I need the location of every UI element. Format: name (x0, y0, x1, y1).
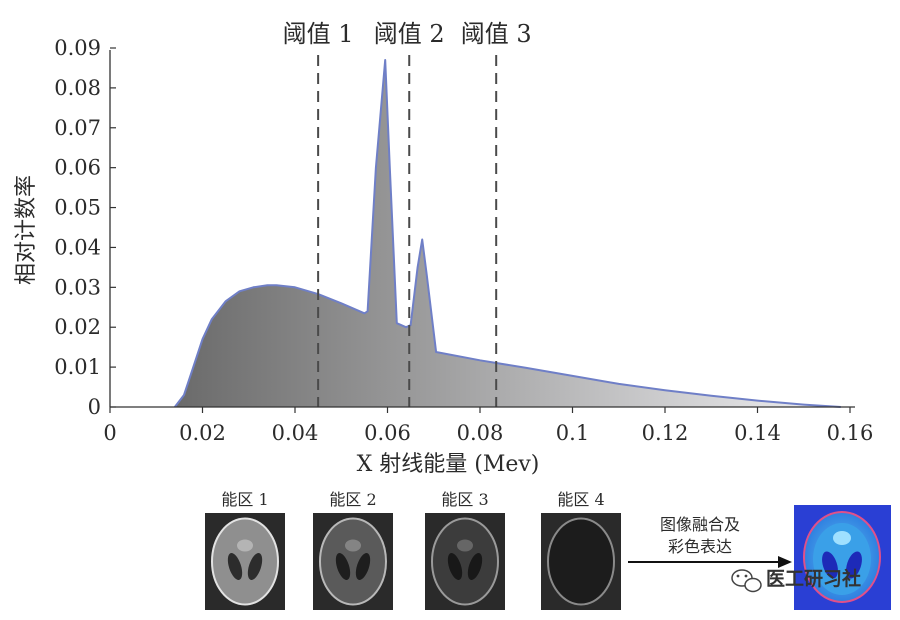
x-tick-label: 0.16 (827, 421, 874, 445)
phantom-feature (345, 539, 361, 552)
y-tick-label: 0 (88, 395, 101, 419)
x-tick-label: 0.06 (364, 421, 411, 445)
phantom-feature (227, 553, 243, 580)
x-tick-label: 0.1 (556, 421, 589, 445)
phantom-feature (467, 553, 483, 580)
energy-bin-panel-1: 能区 1 (205, 490, 285, 610)
fusion-label-line2: 彩色表达 (668, 537, 732, 556)
watermark-text: 医工研习社 (766, 567, 861, 590)
y-tick-label: 0.06 (54, 156, 101, 180)
y-tick-label: 0.02 (54, 315, 101, 339)
threshold-1-label: 阈值 1 (283, 20, 354, 48)
y-ticks: 0 0.01 0.02 0.03 0.04 0.05 0.06 0.07 0.08 0.09 (54, 36, 116, 419)
y-tick-label: 0.03 (54, 275, 101, 299)
fusion-group: 图像融合及 彩色表达 (628, 505, 891, 610)
y-tick-label: 0.05 (54, 196, 101, 220)
energy-bin-label: 能区 4 (557, 490, 604, 509)
phantom-feature (335, 553, 351, 580)
y-tick-label: 0.04 (54, 235, 101, 259)
fusion-label-line1: 图像融合及 (660, 515, 740, 534)
energy-bin-panels: 能区 1 能区 2 能区 3 能区 4 (205, 490, 621, 610)
energy-bin-panel-2: 能区 2 (313, 490, 393, 610)
x-tick-label: 0.12 (642, 421, 689, 445)
energy-bin-panel-3: 能区 3 (425, 490, 505, 610)
threshold-2-label: 阈值 2 (374, 20, 445, 48)
fused-color-image (794, 505, 891, 610)
x-axis-title: X 射线能量 (Mev) (357, 452, 540, 477)
phantom-outline (211, 517, 279, 606)
y-tick-label: 0.08 (54, 76, 101, 100)
phantom-outline (431, 517, 499, 606)
phantom-outline (547, 517, 615, 606)
phantom-feature (447, 553, 463, 580)
phantom-feature (237, 539, 253, 552)
watermark: 医工研习社 (731, 567, 861, 593)
energy-bin-label: 能区 3 (441, 490, 488, 509)
x-tick-label: 0.02 (179, 421, 226, 445)
y-tick-label: 0.09 (54, 36, 101, 60)
spectrum-area (174, 60, 841, 407)
energy-bin-label: 能区 1 (221, 490, 268, 509)
threshold-3-label: 阈值 3 (461, 20, 532, 48)
energy-bin-label: 能区 2 (329, 490, 376, 509)
energy-bin-panel-4: 能区 4 (541, 490, 621, 610)
x-tick-label: 0.08 (457, 421, 504, 445)
y-tick-label: 0.07 (54, 116, 101, 140)
wechat-icon (731, 569, 762, 593)
x-tick-label: 0.14 (734, 421, 781, 445)
x-ticks: 0 0.02 0.04 0.06 0.08 0.1 0.12 0.14 0.16 (103, 407, 873, 445)
x-tick-label: 0.04 (272, 421, 319, 445)
phantom-outline (319, 517, 387, 606)
phantom-feature (355, 553, 371, 580)
fusion-arrow-head (778, 556, 792, 568)
x-tick-label: 0 (103, 421, 116, 445)
plot-area (174, 59, 841, 408)
axes (109, 50, 855, 408)
threshold-lines: 阈值 1 阈值 2 阈值 3 (283, 20, 532, 407)
phantom-feature (247, 553, 263, 580)
phantom-feature (457, 539, 473, 552)
y-axis-title: 相对计数率 (14, 175, 39, 285)
y-tick-label: 0.01 (54, 355, 101, 379)
spectrum-line (174, 59, 841, 408)
